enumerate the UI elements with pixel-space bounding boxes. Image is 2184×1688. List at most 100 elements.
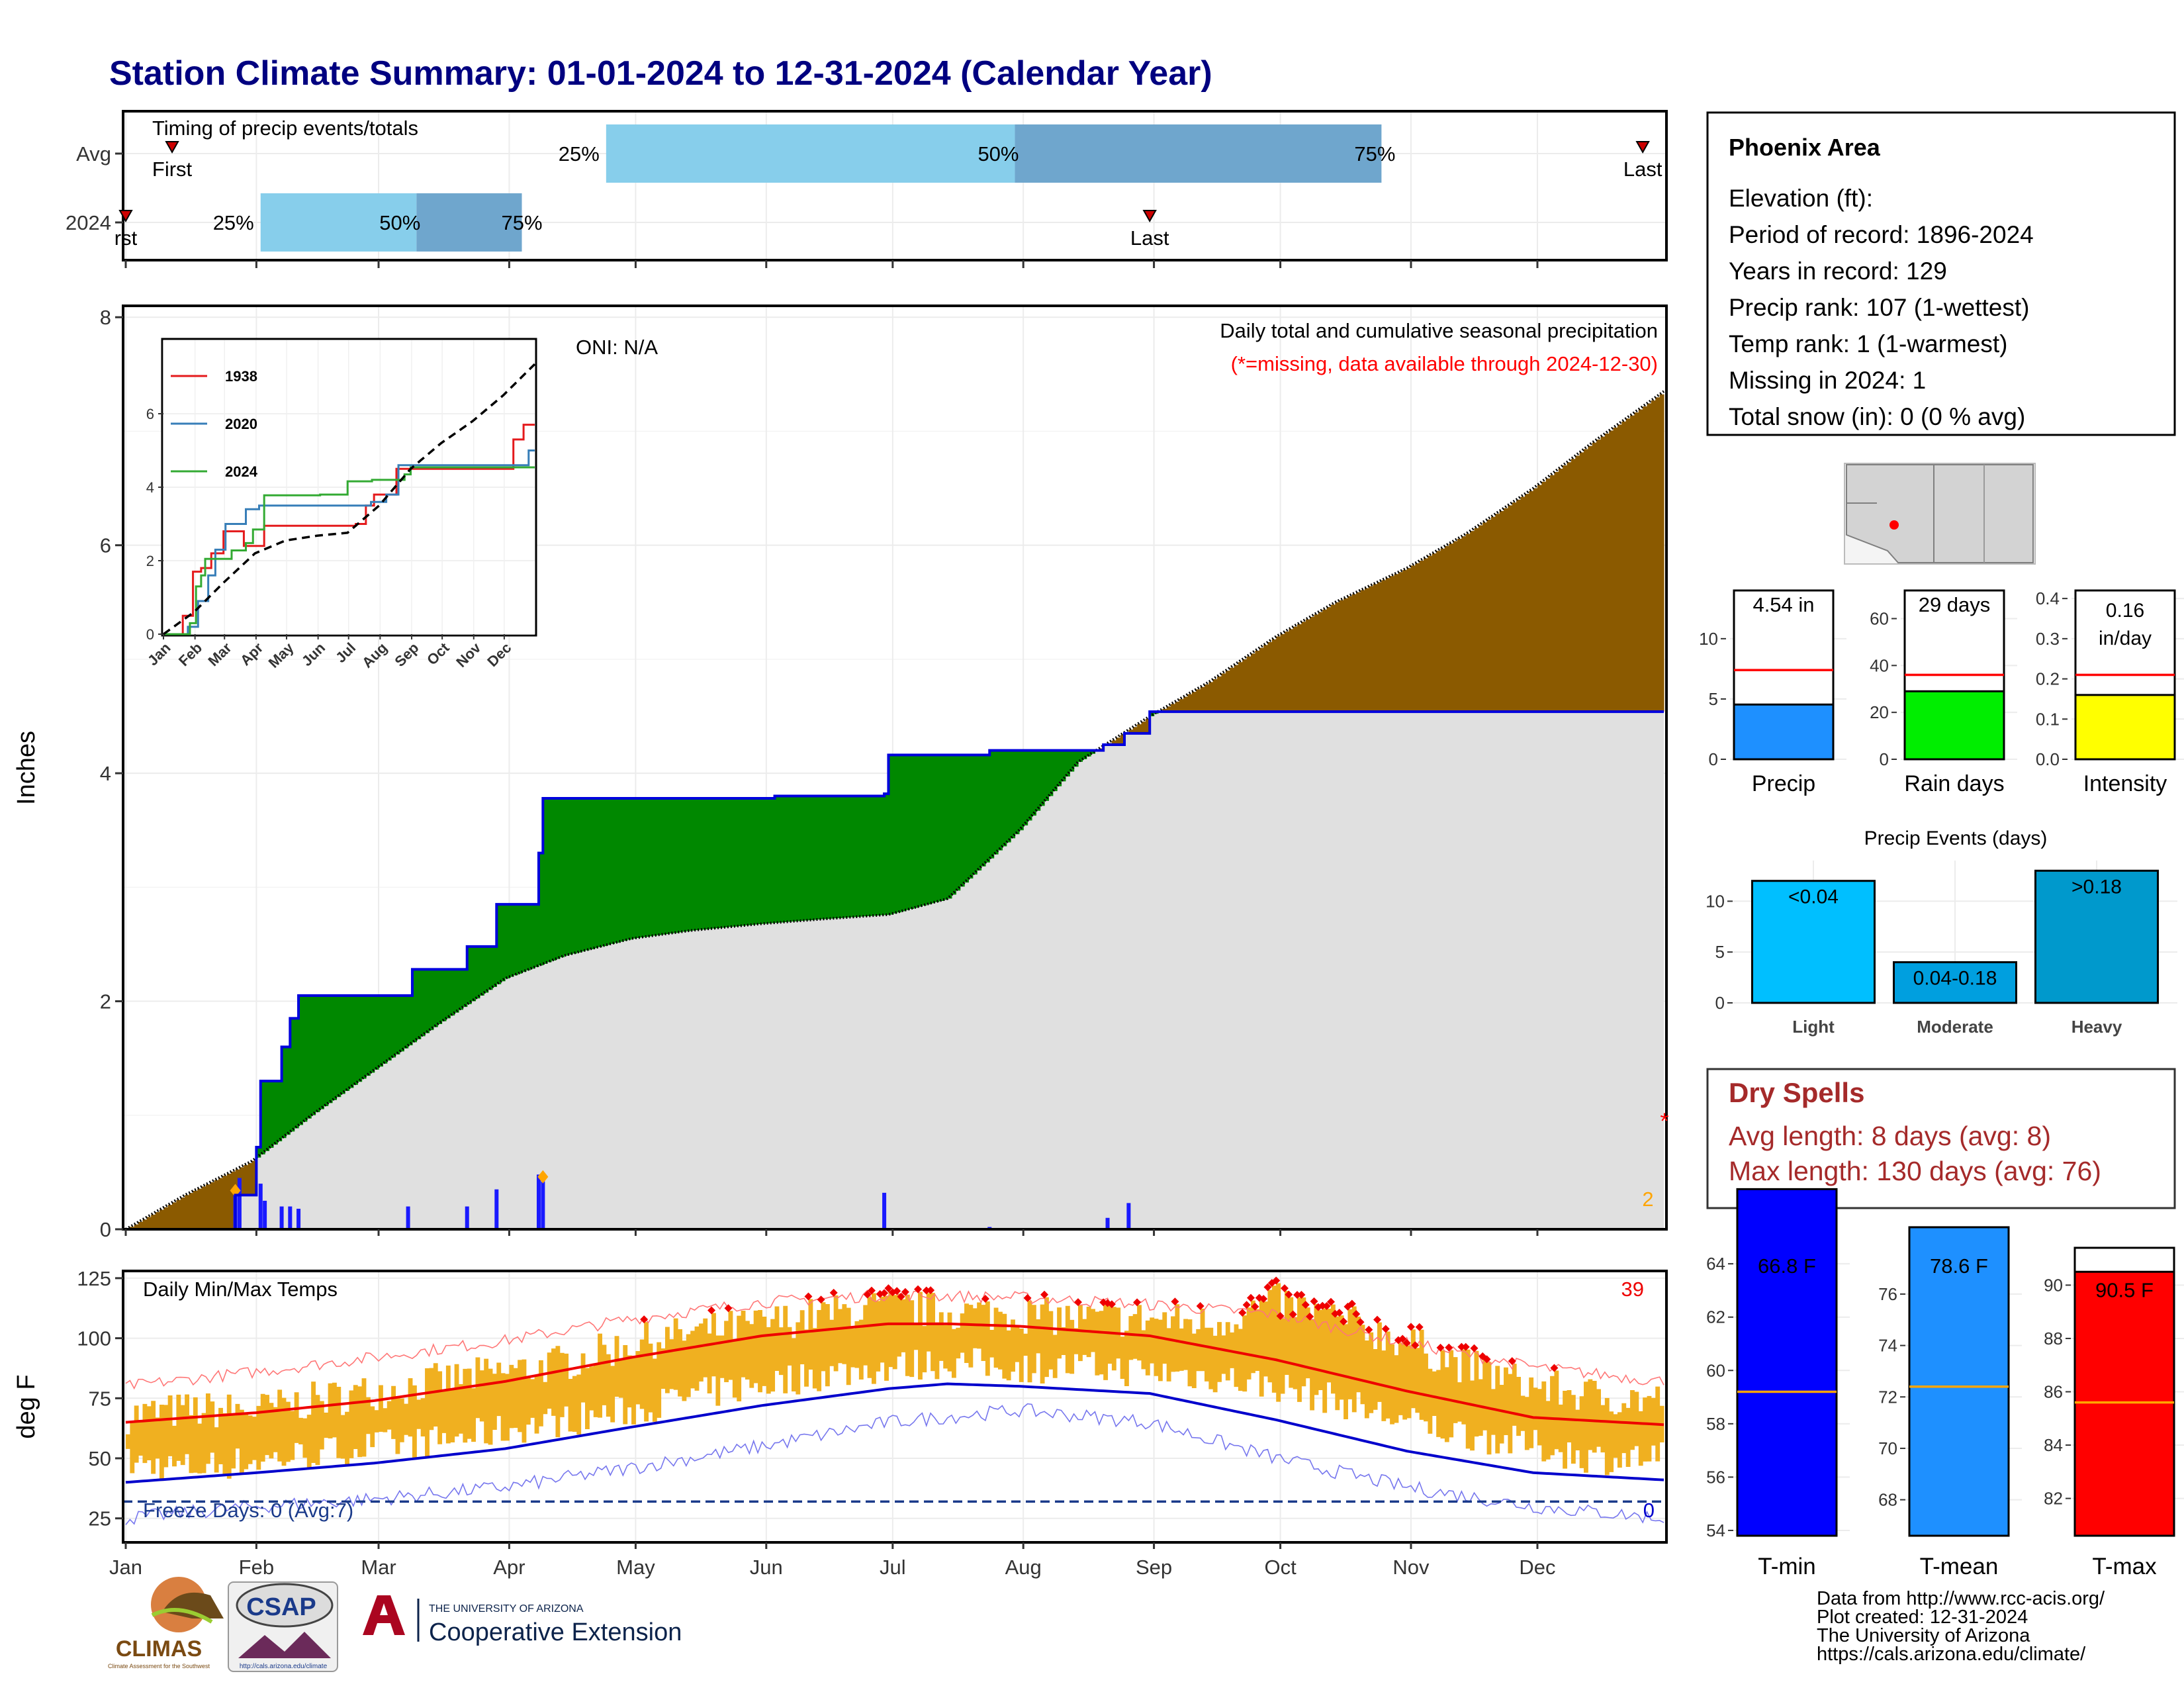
temp-summary-y-tick-label: 76 [1878, 1284, 1897, 1304]
daily-precip-bar [465, 1206, 469, 1229]
record-high-marker [1306, 1312, 1314, 1321]
events-category-label: Light [1792, 1017, 1835, 1037]
temp-summary-y-tick-label: 72 [1878, 1387, 1897, 1407]
record-high-marker [1398, 1335, 1407, 1343]
climas-logo: CLIMAS Climate Assessment for the Southw… [108, 1577, 224, 1669]
month-tick-label: Aug [1005, 1556, 1042, 1579]
temp-y-axis-label: deg F [13, 1374, 40, 1438]
above-normal-area [256, 712, 1159, 1158]
daily-precip-bar [1126, 1203, 1131, 1229]
events-bar-light [1751, 880, 1876, 1004]
record-high-marker [1381, 1325, 1390, 1333]
record-high-marker [914, 1285, 923, 1293]
record-high-marker [1259, 1295, 1268, 1303]
month-tick-label: Jun [750, 1556, 783, 1579]
record-high-marker [1365, 1325, 1373, 1334]
record-high-marker [893, 1287, 901, 1295]
record-high-marker [1040, 1290, 1049, 1299]
temp-summary-y-tick-label: 86 [2044, 1382, 2063, 1402]
record-high-marker [1445, 1343, 1453, 1352]
climas-logo-text: CLIMAS [116, 1636, 202, 1662]
daily-precip-bar [279, 1206, 284, 1229]
timing-q50-label: 50% [379, 211, 420, 234]
month-tick-label: Apr [493, 1556, 525, 1579]
record-high-marker [1196, 1302, 1205, 1311]
observed-2024-cumulative-line [126, 710, 1664, 1231]
daily-precip-bar [541, 1181, 545, 1229]
record-high-marker [724, 1304, 733, 1313]
summary-panel-intensity: 0.0 0.1 0.2 0.3 0.4 0.16 in/day Intensity [2036, 588, 2184, 796]
inset-series-line-1938 [163, 424, 535, 635]
temp-summary-y-tick-label: 74 [1878, 1336, 1897, 1356]
month-tick-label: Jul [880, 1556, 906, 1579]
footer-line: Data from http://www.rcc-acis.org/ [1817, 1588, 2105, 1609]
record-high-marker [884, 1284, 893, 1293]
record-high-marker [863, 1290, 872, 1299]
month-tick-label: Mar [361, 1556, 396, 1579]
temp-summary-y-tick-label: 56 [1706, 1467, 1725, 1487]
record-high-marker [1293, 1291, 1302, 1299]
events-y-tick-label: 5 [1715, 942, 1725, 962]
timing-q25-label: 25% [559, 142, 600, 165]
summary-y-tick-label: 0.1 [2036, 709, 2060, 729]
month-tick-label: Nov [1392, 1556, 1430, 1579]
record-high-marker [1322, 1301, 1331, 1310]
record-high-marker [1171, 1297, 1179, 1306]
missing-mark: * [1660, 1109, 1668, 1134]
temp-summary-value-label: 66.8 F [1758, 1254, 1816, 1278]
average-cumulative-line [124, 390, 1665, 1231]
timing-first-marker [118, 210, 133, 223]
inset-average-line [162, 363, 536, 635]
summary-y-tick-label: 60 [1870, 609, 1889, 629]
csap-logo-text: CSAP [246, 1593, 316, 1621]
temp-summary-y-tick-label: 90 [2044, 1275, 2063, 1295]
record-high-marker [1251, 1302, 1259, 1311]
record-high-marker [1297, 1290, 1306, 1299]
record-high-marker [1285, 1290, 1293, 1299]
temp-summary-bar [1908, 1226, 2010, 1537]
timing-bar-q1 [606, 124, 1015, 183]
timing-first-label: rst [114, 226, 138, 250]
temperature-chart: 25 50 75 100 125 Jan Feb Mar Apr May Jun Jul Aug Sep… [13, 1267, 1668, 1579]
record-high-marker [867, 1286, 876, 1295]
month-tick-label: Feb [239, 1556, 274, 1579]
timing-first-label: First [152, 158, 193, 181]
record-high-marker [1335, 1309, 1343, 1317]
temp-y-tick-label: 125 [77, 1267, 111, 1290]
summary-bar [1733, 703, 1835, 761]
record-high-marker [880, 1289, 889, 1297]
summary-y-tick-label: 40 [1870, 655, 1889, 675]
inset-y-tick-label: 6 [146, 406, 154, 422]
events-bar-label: <0.04 [1788, 886, 1839, 908]
timing-row-label: 2024 [66, 211, 111, 234]
daily-precip-bar [263, 1200, 267, 1229]
station-name: Phoenix Area [1729, 134, 1881, 161]
record-min-line [125, 1403, 1664, 1525]
record-high-marker [1347, 1299, 1356, 1308]
record-high-marker [707, 1306, 716, 1315]
record-high-marker [1247, 1293, 1255, 1302]
record-high-marker [1073, 1298, 1082, 1307]
locator-map [1844, 463, 2036, 565]
normal-area [126, 712, 1664, 1229]
record-high-marker [1352, 1310, 1361, 1319]
record-high-marker [804, 1292, 813, 1301]
inset-legend-label: 2020 [225, 416, 257, 432]
timing-panel: 25% 50% 75% First Last 25% 50% 75% rst Last Timin… [66, 110, 1668, 268]
record-high-marker [927, 1286, 935, 1295]
station-line: Period of record: 1896-2024 [1729, 221, 2034, 248]
timing-bar-q2 [1015, 124, 1382, 183]
station-line: Total snow (in): 0 (0 % avg) [1729, 403, 2025, 430]
summary-y-tick-label: 0.4 [2036, 588, 2060, 608]
temp-summary-y-tick-label: 58 [1706, 1414, 1725, 1434]
timing-row-label: Avg [76, 142, 111, 165]
summary-y-tick-label: 0 [1709, 749, 1718, 769]
timing-last-marker [1635, 141, 1650, 154]
timing-last-label: Last [1623, 158, 1662, 181]
record-high-marker [981, 1295, 989, 1303]
temp-summary-panel: 68 70 72 74 76 78.6 F T-mean [1878, 1226, 2022, 1579]
station-line: Temp rank: 1 (1-warmest) [1729, 330, 2008, 357]
precip-chart: 0 2 4 6 8 Inches ONI: N/A Daily total and cu… [13, 305, 1669, 1241]
daily-precip-bar [296, 1209, 301, 1229]
